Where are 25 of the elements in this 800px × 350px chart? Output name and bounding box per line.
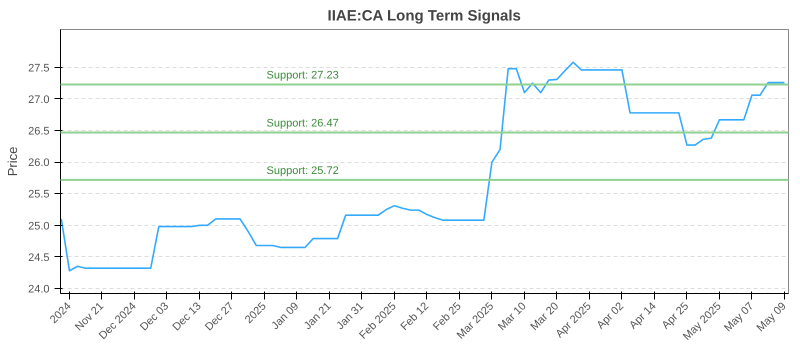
y-tick-label: 26.0	[28, 157, 50, 170]
ref-line-label: Support: 25.72	[266, 164, 339, 177]
x-tick-label: Jan 21	[302, 300, 334, 332]
y-tick-label: 25.0	[28, 220, 50, 232]
y-tick-label: 27.5	[28, 62, 50, 74]
ref-line-label: Support: 26.47	[266, 117, 339, 130]
y-tick-label: 25.5	[28, 188, 50, 201]
x-tick-label: Jan 09	[269, 300, 302, 332]
x-tick-label: Dec 03	[138, 300, 172, 334]
x-tick-label: Feb 12	[398, 300, 432, 333]
y-tick-label: 26.5	[28, 126, 50, 138]
x-tick-label: Dec 13	[170, 300, 204, 334]
x-tick-label: Apr 14	[627, 300, 659, 332]
y-tick-label: 27.0	[28, 94, 50, 106]
y-axis-title: Price	[5, 146, 20, 176]
line-series	[60, 62, 786, 272]
x-tick-label: May 07	[722, 300, 756, 334]
chart-title: IIAE:CA Long Term Signals	[328, 8, 521, 24]
x-tick-label: Apr 02	[594, 300, 626, 332]
y-tick-label: 24.5	[28, 252, 50, 264]
x-tick-label: Dec 27	[203, 300, 236, 334]
ref-line-label: Support: 27.23	[266, 69, 339, 82]
x-tick-label: May 09	[754, 300, 789, 334]
x-tick-label: Mar 10	[496, 300, 529, 333]
y-tick-label: 24.0	[28, 283, 50, 296]
